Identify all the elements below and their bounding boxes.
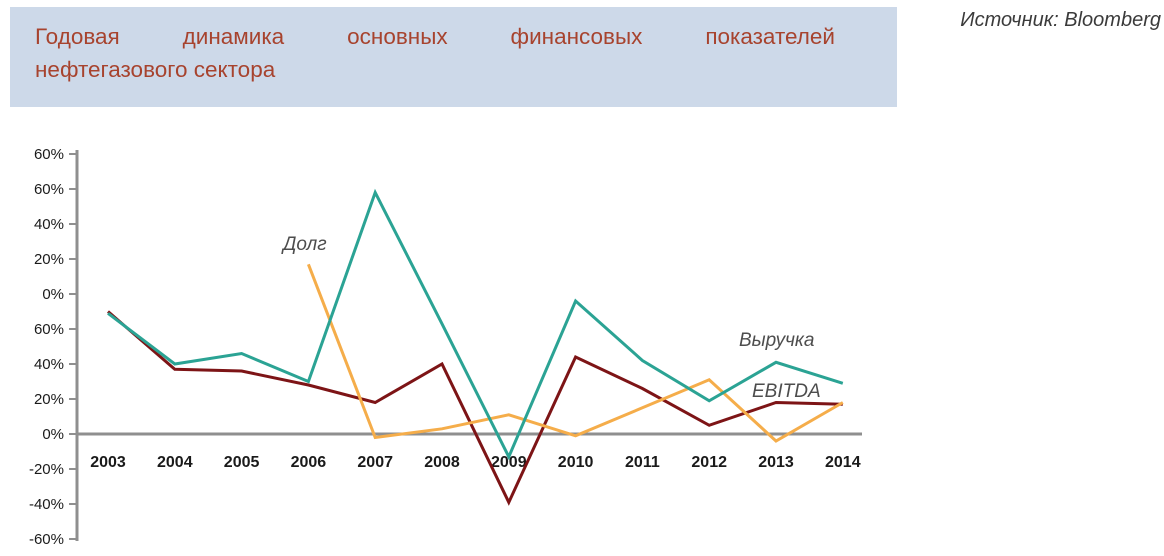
chart-title-box: Годовая динамика основных финансовых пок… <box>10 7 897 107</box>
series-annotation-ebitda: EBITDA <box>752 381 821 402</box>
y-axis-label: 20% <box>34 251 64 268</box>
ebitda-line <box>107 310 843 506</box>
x-axis-year-label: 2011 <box>625 454 660 471</box>
x-axis-year-label: 2003 <box>90 454 126 471</box>
y-axis-label: 20% <box>34 391 64 408</box>
x-axis-year-label: 2007 <box>357 454 393 471</box>
y-axis-label: -20% <box>29 461 64 478</box>
page-title-line-2: нефтегазового сектора <box>35 57 276 82</box>
x-axis-year-label: 2008 <box>424 454 460 471</box>
revenue-line <box>107 188 844 461</box>
y-axis-label: 0% <box>42 426 64 443</box>
debt-line <box>307 263 844 443</box>
y-axis-label: 40% <box>34 216 64 233</box>
source-label: Источник: Bloomberg <box>960 9 1161 31</box>
y-axis-label: -60% <box>29 531 64 548</box>
series-annotation-debt: Долг <box>281 234 327 255</box>
y-axis-label: 60% <box>34 146 64 163</box>
x-axis-year-label: 2012 <box>691 454 727 471</box>
series-annotation-revenue: Выручка <box>739 330 814 351</box>
x-axis-year-label: 2014 <box>825 454 861 471</box>
x-axis-year-label: 2005 <box>224 454 260 471</box>
y-axis-label: -40% <box>29 496 64 513</box>
page-title-line-1: Годовая динамика основных финансовых пок… <box>35 24 835 49</box>
x-axis-year-label: 2006 <box>291 454 327 471</box>
y-axis-label: 0% <box>42 286 64 303</box>
y-axis-label: 60% <box>34 321 64 338</box>
x-axis-year-label: 2009 <box>491 454 527 471</box>
y-axis-label: 60% <box>34 181 64 198</box>
x-axis-year-label: 2004 <box>157 454 193 471</box>
x-axis-year-label: 2010 <box>558 454 594 471</box>
x-axis-year-label: 2013 <box>758 454 794 471</box>
y-axis-label: 40% <box>34 356 64 373</box>
